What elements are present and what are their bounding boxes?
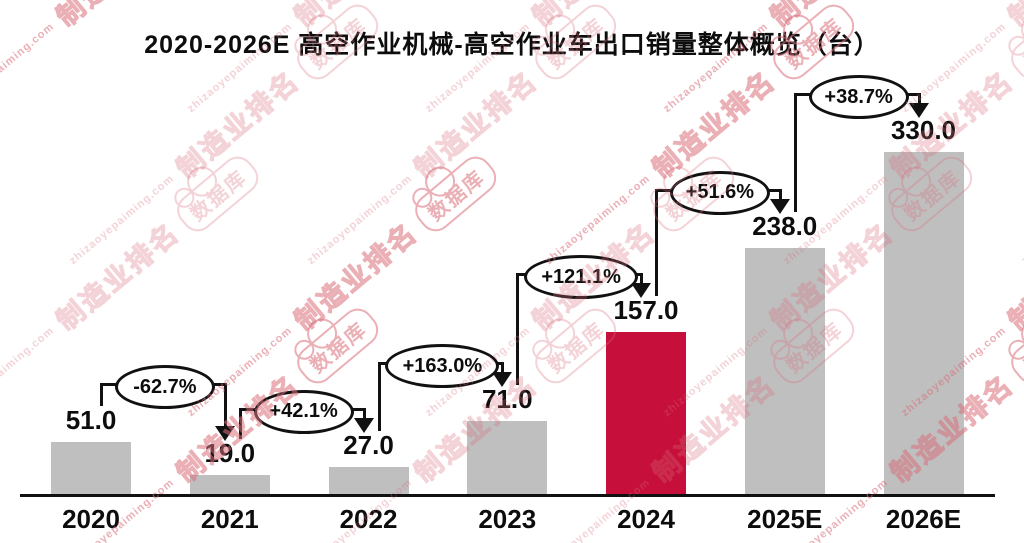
connector-line [377,362,381,431]
growth-badge-1: -62.7% [114,365,215,410]
bar-2023 [467,421,548,495]
x-axis-label-2024: 2024 [617,504,675,534]
connector-line [516,273,520,386]
connector-line [778,188,782,201]
x-axis-label-2022: 2022 [339,504,398,534]
value-label-2020: 51.0 [65,405,117,436]
bar-2022 [328,466,409,495]
growth-badge-6: +38.7% [808,75,909,120]
bar-2024 [606,332,686,495]
x-axis-label-2025E: 2025E [747,504,823,534]
connector-line [100,383,103,407]
x-axis-label-2020: 2020 [62,504,120,534]
connector-line [238,407,242,440]
bar-2020 [51,442,131,495]
growth-badge-3: +163.0% [385,344,500,389]
connector-line [917,93,921,106]
bar-2021 [189,475,270,495]
x-axis-label-2021: 2021 [200,504,259,534]
arrow-down-icon [631,283,651,299]
value-label-2021: 19.0 [204,438,256,469]
connector-line [793,93,797,212]
chart-title: 2020-2026E 高空作业机械-高空作业车出口销量整体概览（台） [144,31,880,59]
value-label-2024: 157.0 [613,295,679,326]
connector-line [655,188,658,297]
arrow-down-icon [492,372,513,388]
value-label-2022: 27.0 [343,429,394,460]
bar-2025E [744,247,825,495]
x-axis-label-2023: 2023 [478,504,537,534]
arrow-down-icon [214,426,235,442]
growth-badge-5: +51.6% [669,170,770,215]
arrow-down-icon [769,198,790,214]
connector-line [640,273,643,286]
arrow-down-icon [908,103,929,119]
arrow-down-icon [353,417,374,433]
value-label-2023: 71.0 [481,384,533,415]
bar-2026E [883,152,964,495]
value-label-2026E: 330.0 [890,115,957,146]
x-axis-line [20,494,995,497]
connector-line [223,383,227,429]
connector-line [501,362,505,375]
value-label-2025E: 238.0 [752,210,818,241]
growth-badge-2: +42.1% [253,389,354,434]
connector-line [362,407,366,420]
growth-badge-4: +121.1% [524,255,639,300]
x-axis-label-2026E: 2026E [885,504,962,534]
